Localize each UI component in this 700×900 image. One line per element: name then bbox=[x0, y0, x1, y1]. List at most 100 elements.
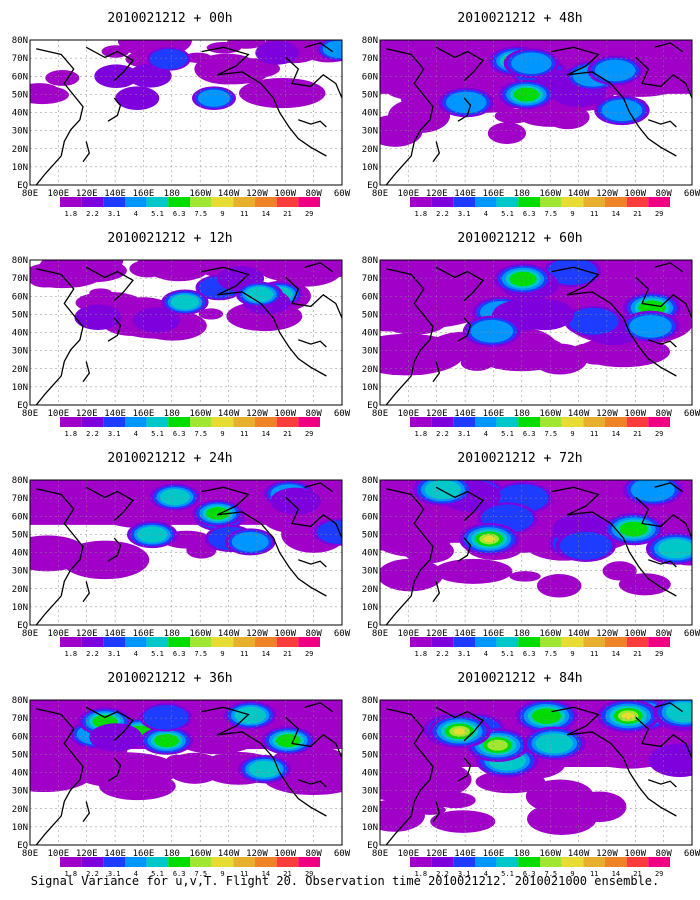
colorbar-label: 11 bbox=[240, 210, 248, 218]
colorbar-swatch bbox=[255, 417, 277, 427]
map-plot bbox=[30, 260, 342, 405]
x-tick-label: 120E bbox=[426, 409, 448, 419]
x-tick-label: 100E bbox=[398, 849, 420, 859]
colorbar-swatch bbox=[496, 417, 519, 427]
colorbar-swatch bbox=[518, 637, 540, 647]
x-tick-label: 80E bbox=[22, 629, 38, 639]
colorbar-swatch bbox=[168, 857, 190, 867]
colorbar-swatch bbox=[276, 637, 299, 647]
colorbar-swatch bbox=[561, 417, 584, 427]
colorbar-swatch bbox=[255, 637, 277, 647]
coastline bbox=[82, 361, 91, 383]
variance-contour bbox=[45, 753, 102, 782]
y-tick-label: 20N bbox=[12, 145, 28, 155]
x-tick-label: 140E bbox=[104, 189, 126, 199]
colorbar-label: 14 bbox=[612, 210, 620, 218]
variance-contour bbox=[137, 526, 168, 543]
variance-contour bbox=[530, 780, 587, 804]
colorbar-label: 5.1 bbox=[501, 870, 514, 878]
x-tick-label: 160E bbox=[483, 849, 505, 859]
variance-contour bbox=[536, 574, 582, 598]
x-tick-label: 140E bbox=[454, 189, 476, 199]
colorbar-swatch bbox=[540, 417, 562, 427]
colorbar-label: 2.2 bbox=[86, 650, 99, 658]
y-tick-label: 50N bbox=[362, 530, 378, 540]
coastline bbox=[298, 559, 327, 568]
colorbar-swatch bbox=[496, 197, 519, 207]
coastline bbox=[435, 706, 484, 742]
colorbar-swatch bbox=[298, 857, 320, 867]
colorbar-label: 11 bbox=[240, 650, 248, 658]
variance-contour bbox=[494, 108, 532, 124]
colorbar-swatch bbox=[410, 197, 432, 207]
colorbar-swatch bbox=[518, 417, 540, 427]
y-tick-label: 30N bbox=[362, 347, 378, 357]
variance-contour bbox=[402, 284, 458, 313]
coastline bbox=[435, 486, 484, 522]
colorbar-label: 9 bbox=[220, 210, 224, 218]
x-tick-label: 120W bbox=[596, 189, 618, 199]
colorbar-label: 7.5 bbox=[195, 870, 208, 878]
colorbar-label: 2.2 bbox=[436, 650, 449, 658]
colorbar-label: 7.5 bbox=[545, 430, 558, 438]
variance-contour bbox=[322, 40, 342, 58]
colorbar-label: 3.1 bbox=[458, 210, 471, 218]
colorbar-label: 4 bbox=[134, 430, 138, 438]
coastline bbox=[304, 42, 333, 53]
coastline bbox=[385, 48, 434, 185]
colorbar-swatch bbox=[81, 417, 104, 427]
y-tick-label: 30N bbox=[12, 127, 28, 137]
colorbar-label: 7.5 bbox=[545, 870, 558, 878]
colorbar-label: 2.2 bbox=[86, 870, 99, 878]
colorbar-swatch bbox=[211, 417, 234, 427]
colorbar-label: 3.1 bbox=[458, 870, 471, 878]
variance-contour bbox=[154, 734, 179, 748]
x-tick-label: 140E bbox=[104, 629, 126, 639]
colorbar-label: 9 bbox=[220, 870, 224, 878]
map-plot bbox=[30, 480, 342, 625]
variance-contour bbox=[324, 502, 342, 514]
y-tick-label: 80N bbox=[12, 256, 28, 266]
coastline bbox=[635, 716, 692, 759]
x-tick-label: 140E bbox=[104, 849, 126, 859]
map-panel: 2010021212 + 60h 80E 100E 120E 140E 160E 180 16… bbox=[362, 231, 700, 438]
x-tick-label: 140W bbox=[568, 189, 590, 199]
y-tick-label: 80N bbox=[12, 36, 28, 46]
map-frame bbox=[379, 479, 693, 626]
x-tick-label: 60W bbox=[334, 189, 351, 199]
coastline bbox=[654, 482, 683, 493]
colorbar-label: 5.1 bbox=[151, 210, 164, 218]
x-tick-label: 100E bbox=[398, 189, 420, 199]
colorbar-label: 5.1 bbox=[501, 430, 514, 438]
colorbar-swatch bbox=[626, 637, 649, 647]
colorbar-label: 7.5 bbox=[545, 210, 558, 218]
colorbar-swatch bbox=[125, 857, 147, 867]
y-tick-label: 80N bbox=[12, 696, 28, 706]
variance-contour bbox=[559, 531, 612, 560]
x-tick-label: 120E bbox=[76, 409, 98, 419]
variance-contour bbox=[268, 700, 324, 731]
colorbar-swatch bbox=[561, 197, 584, 207]
colorbar-label: 6.3 bbox=[523, 430, 536, 438]
variance-contour bbox=[470, 319, 514, 343]
x-tick-label: 100W bbox=[624, 629, 646, 639]
variance-contour bbox=[380, 558, 444, 592]
x-tick-label: 160W bbox=[539, 189, 561, 199]
variance-contour bbox=[197, 89, 231, 107]
colorbar-swatch bbox=[60, 197, 82, 207]
colorbar-swatch bbox=[540, 637, 562, 647]
y-tick-label: 20N bbox=[12, 365, 28, 375]
y-tick-label: 30N bbox=[362, 127, 378, 137]
colorbar-label: 9 bbox=[570, 210, 574, 218]
variance-contour bbox=[602, 561, 637, 581]
y-tick-label: 30N bbox=[362, 567, 378, 577]
colorbar-swatch bbox=[103, 197, 125, 207]
colorbar-swatch bbox=[431, 857, 454, 867]
colorbar-label: 4 bbox=[134, 650, 138, 658]
y-tick-label: EQ bbox=[367, 841, 378, 851]
colorbar-label: 7.5 bbox=[195, 430, 208, 438]
x-tick-label: 160W bbox=[189, 409, 211, 419]
variance-contour bbox=[622, 712, 635, 720]
variance-contour bbox=[410, 260, 491, 278]
y-tick-label: 50N bbox=[12, 90, 28, 100]
